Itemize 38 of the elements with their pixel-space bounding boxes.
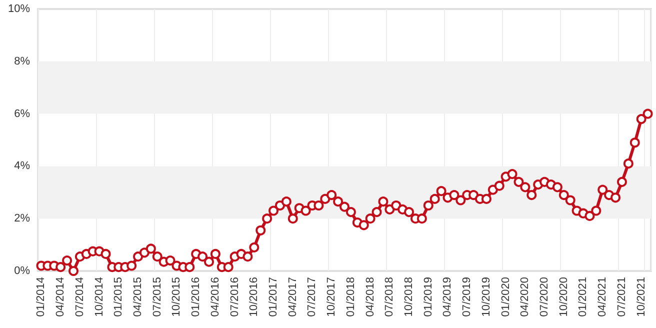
x-tick-label: 04/2020: [519, 277, 532, 317]
x-tick-label: 10/2014: [93, 277, 106, 317]
x-tick-label: 04/2014: [54, 277, 67, 317]
x-tick-label: 04/2016: [209, 277, 222, 317]
x-tick-label: 07/2021: [616, 277, 628, 317]
x-tick-label: 07/2018: [384, 277, 396, 317]
x-tick-label: 10/2019: [480, 277, 492, 317]
x-tick-label: 07/2019: [461, 277, 474, 317]
y-tick-label: 8%: [14, 55, 30, 68]
x-tick-label: 04/2019: [442, 277, 454, 317]
x-tick-label: 01/2017: [268, 277, 280, 317]
x-tick-label: 07/2017: [306, 277, 318, 317]
x-tick-label: 01/2015: [112, 277, 125, 317]
x-tick-label: 07/2014: [74, 277, 86, 317]
x-tick-label: 04/2017: [286, 277, 299, 317]
x-tick-label: 07/2020: [538, 277, 551, 317]
x-tick-label: 07/2016: [228, 277, 241, 317]
x-tick-label: 04/2018: [364, 277, 376, 317]
y-tick-label: 6%: [14, 108, 30, 120]
x-tick-label: 01/2018: [344, 277, 357, 317]
x-tick-label: 01/2020: [500, 277, 512, 317]
y-tick-label: 0%: [14, 265, 30, 277]
x-tick-label: 01/2014: [35, 277, 48, 317]
x-tick-label: 10/2021: [635, 277, 648, 317]
x-tick-label: 10/2018: [403, 277, 416, 317]
x-tick-label: 10/2017: [326, 277, 338, 317]
x-tick-label: 01/2016: [190, 277, 202, 317]
y-tick-label: 2%: [14, 212, 30, 225]
x-tick-label: 10/2020: [558, 277, 570, 317]
x-tick-label: 04/2021: [596, 277, 609, 317]
x-tick-label: 10/2016: [248, 277, 260, 317]
x-tick-label: 04/2015: [132, 277, 144, 317]
x-tick-label: 10/2015: [170, 277, 183, 317]
x-tick-label: 07/2015: [151, 277, 164, 317]
y-tick-label: 4%: [14, 160, 30, 172]
x-tick-label: 01/2019: [422, 277, 434, 317]
y-tick-label: 10%: [8, 3, 30, 15]
x-tick-label: 01/2021: [577, 277, 590, 317]
